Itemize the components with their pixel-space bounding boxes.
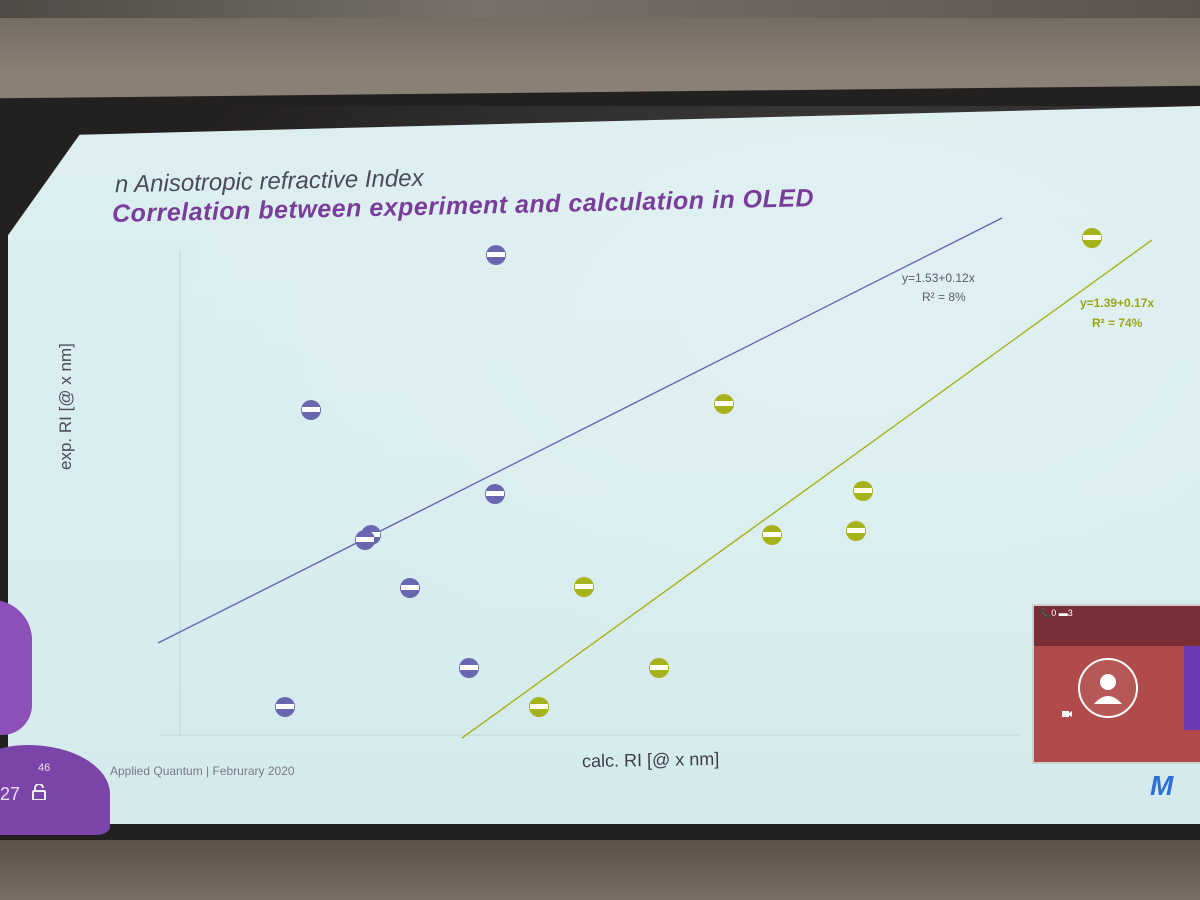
video-call-header: 📞0 ▬3 bbox=[1034, 606, 1200, 646]
green-point bbox=[574, 577, 594, 597]
person-icon bbox=[1094, 674, 1122, 704]
slide-footer: Applied Quantum | Februrary 2020 bbox=[110, 764, 295, 778]
purple-decor-shape bbox=[0, 600, 32, 735]
green-point bbox=[762, 525, 782, 545]
blue-fit-equation: y=1.53+0.12x bbox=[902, 271, 975, 285]
green-fit-line bbox=[461, 239, 1153, 739]
y-axis-label: exp. RI [@ x nm] bbox=[56, 343, 75, 470]
video-side-panel bbox=[1184, 646, 1200, 730]
blue-point bbox=[355, 530, 375, 550]
blue-point bbox=[485, 484, 505, 504]
green-point bbox=[649, 658, 669, 678]
call-status: 📞0 ▬3 bbox=[1040, 608, 1073, 618]
blue-point bbox=[275, 697, 295, 717]
blue-point bbox=[459, 658, 479, 678]
green-point bbox=[846, 521, 866, 541]
camera-icon bbox=[1062, 711, 1072, 717]
green-fit-r2: R² = 74% bbox=[1092, 316, 1143, 330]
blue-point bbox=[400, 578, 420, 598]
blue-fit-r2: R² = 8% bbox=[922, 290, 966, 304]
blue-point bbox=[486, 245, 506, 265]
green-point bbox=[529, 697, 549, 717]
page-number-small: 46 bbox=[38, 762, 51, 774]
page-number-large: 27 bbox=[0, 784, 21, 804]
video-call-overlay[interactable]: 📞0 ▬3 bbox=[1032, 604, 1200, 764]
blue-fit-line bbox=[157, 217, 1003, 644]
blue-point bbox=[301, 400, 321, 420]
green-fit-equation: y=1.39+0.17x bbox=[1080, 296, 1155, 310]
avatar-icon bbox=[1078, 658, 1138, 718]
green-point bbox=[853, 481, 873, 501]
green-point bbox=[1082, 228, 1102, 248]
lock-icon bbox=[32, 784, 46, 800]
floor bbox=[0, 840, 1200, 900]
green-point bbox=[714, 394, 734, 414]
company-logo: M bbox=[1150, 770, 1174, 801]
presentation-slide bbox=[8, 106, 1200, 824]
x-axis-label: calc. RI [@ x nm] bbox=[581, 748, 720, 772]
ceiling bbox=[0, 0, 1200, 18]
